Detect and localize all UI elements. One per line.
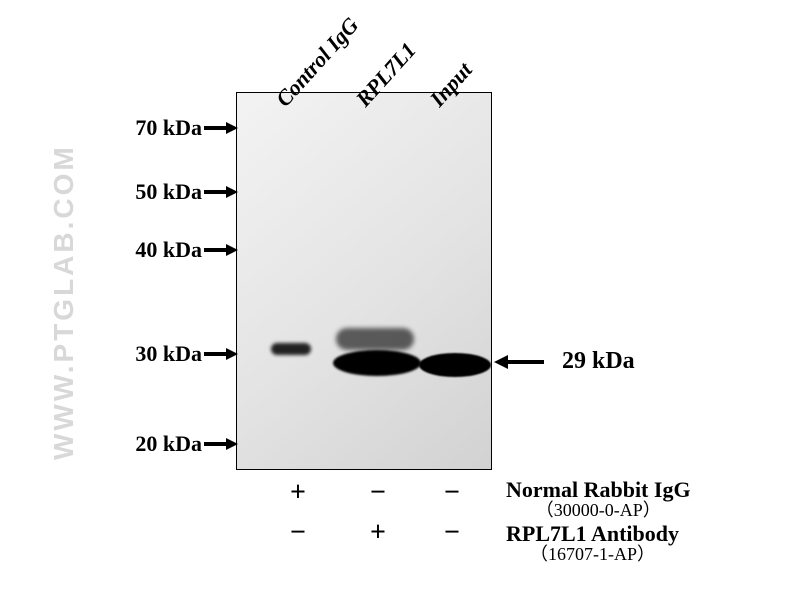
plus-minus-cell: − xyxy=(366,477,390,509)
mw-marker-label: 30 kDa xyxy=(96,341,202,367)
plus-minus-cell: + xyxy=(286,477,310,509)
arrow-icon xyxy=(204,438,238,450)
arrow-icon xyxy=(494,355,544,369)
blot-band xyxy=(271,343,311,355)
watermark-text: WWW.PTGLAB.COM xyxy=(48,144,80,460)
plus-minus-cell: − xyxy=(286,517,310,549)
reagent-catalog: （30000-0-AP） xyxy=(506,501,691,520)
plus-minus-cell: − xyxy=(440,517,464,549)
blot-band xyxy=(419,353,491,377)
arrow-icon xyxy=(204,244,238,256)
plus-minus-cell: + xyxy=(366,517,390,549)
mw-marker-label: 20 kDa xyxy=(96,431,202,457)
arrow-icon xyxy=(204,348,238,360)
mw-marker-label: 40 kDa xyxy=(96,237,202,263)
detected-band-label: 29 kDa xyxy=(562,348,635,375)
reagent-catalog: （16707-1-AP） xyxy=(506,545,679,564)
arrow-icon xyxy=(204,186,238,198)
reagent-name: RPL7L1 Antibody xyxy=(506,522,679,545)
mw-marker-label: 70 kDa xyxy=(96,115,202,141)
western-blot-membrane xyxy=(236,92,492,470)
arrow-icon xyxy=(204,122,238,134)
figure-root: { "canvas": { "w": 800, "h": 600, "bg": … xyxy=(0,0,800,600)
reagent-label: RPL7L1 Antibody（16707-1-AP） xyxy=(506,522,679,564)
reagent-name: Normal Rabbit IgG xyxy=(506,478,691,501)
blot-band xyxy=(336,328,414,350)
reagent-label: Normal Rabbit IgG（30000-0-AP） xyxy=(506,478,691,520)
plus-minus-cell: − xyxy=(440,477,464,509)
blot-band xyxy=(333,350,421,376)
mw-marker-label: 50 kDa xyxy=(96,179,202,205)
